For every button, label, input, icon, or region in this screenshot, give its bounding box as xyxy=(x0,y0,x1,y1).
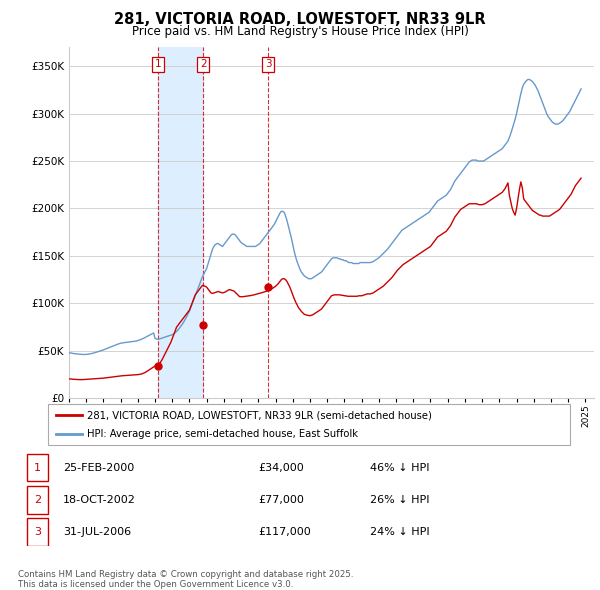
Text: £34,000: £34,000 xyxy=(259,463,304,473)
Text: 1: 1 xyxy=(34,463,41,473)
Text: 46% ↓ HPI: 46% ↓ HPI xyxy=(370,463,430,473)
Bar xyxy=(158,47,203,398)
Text: 2: 2 xyxy=(200,60,206,70)
Text: 3: 3 xyxy=(265,60,272,70)
Text: £117,000: £117,000 xyxy=(259,527,311,537)
Text: 18-OCT-2002: 18-OCT-2002 xyxy=(63,495,136,505)
Text: 281, VICTORIA ROAD, LOWESTOFT, NR33 9LR: 281, VICTORIA ROAD, LOWESTOFT, NR33 9LR xyxy=(114,12,486,27)
Text: 24% ↓ HPI: 24% ↓ HPI xyxy=(370,527,430,537)
FancyBboxPatch shape xyxy=(27,486,48,514)
Text: 3: 3 xyxy=(34,527,41,537)
FancyBboxPatch shape xyxy=(27,454,48,481)
Text: 2: 2 xyxy=(34,495,41,505)
Text: 31-JUL-2006: 31-JUL-2006 xyxy=(63,527,131,537)
Text: 25-FEB-2000: 25-FEB-2000 xyxy=(63,463,134,473)
Text: HPI: Average price, semi-detached house, East Suffolk: HPI: Average price, semi-detached house,… xyxy=(87,430,358,440)
Text: Contains HM Land Registry data © Crown copyright and database right 2025.
This d: Contains HM Land Registry data © Crown c… xyxy=(18,570,353,589)
Text: 1: 1 xyxy=(154,60,161,70)
Text: £77,000: £77,000 xyxy=(259,495,304,505)
FancyBboxPatch shape xyxy=(27,519,48,546)
FancyBboxPatch shape xyxy=(48,404,570,445)
Text: Price paid vs. HM Land Registry's House Price Index (HPI): Price paid vs. HM Land Registry's House … xyxy=(131,25,469,38)
Text: 26% ↓ HPI: 26% ↓ HPI xyxy=(370,495,430,505)
Text: 281, VICTORIA ROAD, LOWESTOFT, NR33 9LR (semi-detached house): 281, VICTORIA ROAD, LOWESTOFT, NR33 9LR … xyxy=(87,410,432,420)
